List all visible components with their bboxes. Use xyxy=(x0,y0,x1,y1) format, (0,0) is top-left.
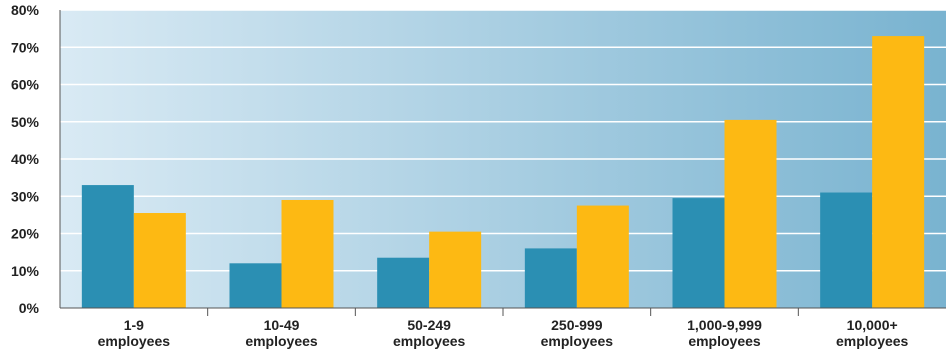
y-tick-label: 60% xyxy=(11,77,40,93)
x-category-label: 1,000-9,999 xyxy=(687,317,762,333)
bar-series-1 xyxy=(524,248,577,308)
y-tick-labels: 0% 10% 20% 30% 40% 50% 60% 70% 80% xyxy=(11,2,40,316)
bar-series-2 xyxy=(133,213,186,308)
bar-series-1 xyxy=(229,263,282,308)
x-category-label: employees xyxy=(688,333,761,349)
bar-series-2 xyxy=(281,199,334,308)
x-category-label: 50-249 xyxy=(407,317,451,333)
x-category-label: employees xyxy=(98,333,171,349)
y-tick-label: 20% xyxy=(11,226,40,242)
x-category-label: 1-9 xyxy=(124,317,144,333)
axes xyxy=(59,10,946,316)
y-tick-label: 40% xyxy=(11,151,40,167)
bar-series-2 xyxy=(576,205,629,308)
y-tick-label: 70% xyxy=(11,39,40,55)
x-category-label: employees xyxy=(393,333,466,349)
bar-series-2 xyxy=(724,119,777,308)
bars xyxy=(81,36,925,308)
x-category-label: employees xyxy=(245,333,318,349)
x-category-label: 10-49 xyxy=(264,317,300,333)
x-category-label: employees xyxy=(836,333,909,349)
y-tick-label: 80% xyxy=(11,2,40,18)
y-tick-label: 30% xyxy=(11,188,40,204)
y-tick-label: 0% xyxy=(19,300,40,316)
x-category-label: 250-999 xyxy=(551,317,603,333)
bar-series-1 xyxy=(820,192,873,308)
bar-series-1 xyxy=(81,185,134,308)
x-category-labels: 1-9employees10-49employees50-249employee… xyxy=(98,317,909,349)
bar-series-2 xyxy=(872,36,925,308)
bar-series-1 xyxy=(672,198,725,308)
bar-series-1 xyxy=(377,257,430,308)
bar-series-2 xyxy=(429,231,482,308)
y-tick-label: 50% xyxy=(11,114,40,130)
x-category-label: 10,000+ xyxy=(847,317,898,333)
x-category-label: employees xyxy=(541,333,614,349)
y-tick-label: 10% xyxy=(11,263,40,279)
gridlines xyxy=(60,9,946,272)
